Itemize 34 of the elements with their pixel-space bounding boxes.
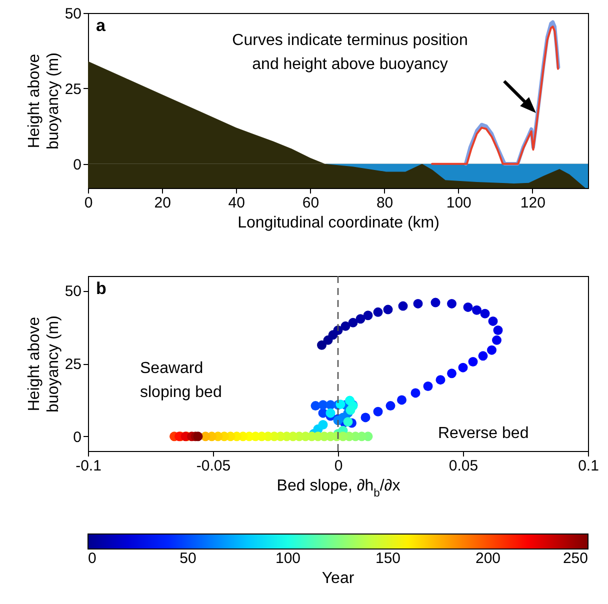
color-bar-label: 0 — [88, 550, 96, 567]
x-tick-label: 0 — [84, 194, 93, 212]
x-tick-label: -0.1 — [76, 458, 102, 474]
x-tick-label: 0.1 — [578, 458, 599, 474]
x-tick-label: 60 — [302, 194, 320, 212]
y-axis-title: Height above buoyancy (m) — [26, 52, 62, 150]
y-tick-label: 0 — [73, 156, 82, 174]
chart-title: b — [96, 279, 106, 298]
x-tick-label: 120 — [520, 194, 546, 212]
y-tick-label: 50 — [64, 6, 82, 22]
chart-title: a — [96, 16, 106, 35]
y-tick-label: 50 — [64, 283, 82, 300]
color-bar-label: 250 — [562, 550, 588, 567]
x-axis-title: Bed slope, ∂h$_{b}$/∂x — [276, 478, 400, 500]
color-bar-title: Year — [322, 570, 355, 587]
color-bar-label: 50 — [180, 550, 196, 567]
x-tick-label: 100 — [446, 194, 472, 212]
annotation: Reverse bed — [438, 425, 529, 442]
color-bar-label: 100 — [275, 550, 301, 567]
annotation: Curves indicate terminus position and height above buoyancy — [232, 32, 468, 73]
y-tick-label: 25 — [64, 80, 82, 98]
x-axis-title: Longitudinal coordinate (km) — [238, 214, 440, 232]
x-tick-label: -0.05 — [196, 458, 231, 474]
x-tick-label: 0.05 — [448, 458, 478, 474]
x-tick-label: 0 — [334, 458, 343, 474]
x-tick-label: 20 — [154, 194, 171, 212]
annotation: Seaward sloping bed — [140, 360, 222, 401]
y-axis-title: Height above buoyancy (m) — [26, 316, 62, 412]
y-tick-label: 0 — [73, 428, 82, 446]
color-bar-label: 200 — [475, 550, 501, 567]
color-bar-label: 150 — [375, 550, 401, 567]
x-tick-label: 40 — [228, 194, 245, 212]
x-tick-label: 80 — [376, 194, 394, 212]
y-tick-label: 25 — [64, 356, 82, 373]
